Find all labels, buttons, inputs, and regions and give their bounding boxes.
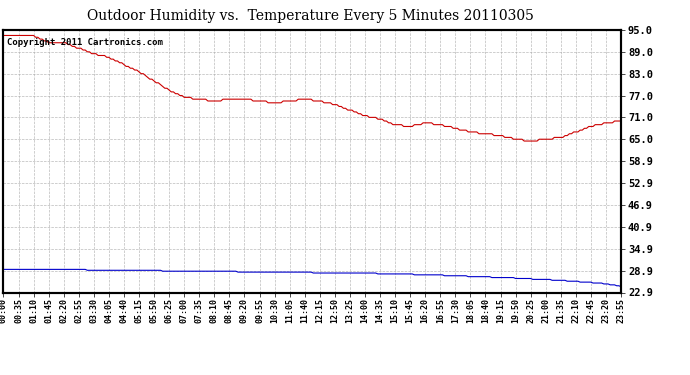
- Text: Outdoor Humidity vs.  Temperature Every 5 Minutes 20110305: Outdoor Humidity vs. Temperature Every 5…: [87, 9, 534, 23]
- Text: Copyright 2011 Cartronics.com: Copyright 2011 Cartronics.com: [6, 38, 162, 47]
